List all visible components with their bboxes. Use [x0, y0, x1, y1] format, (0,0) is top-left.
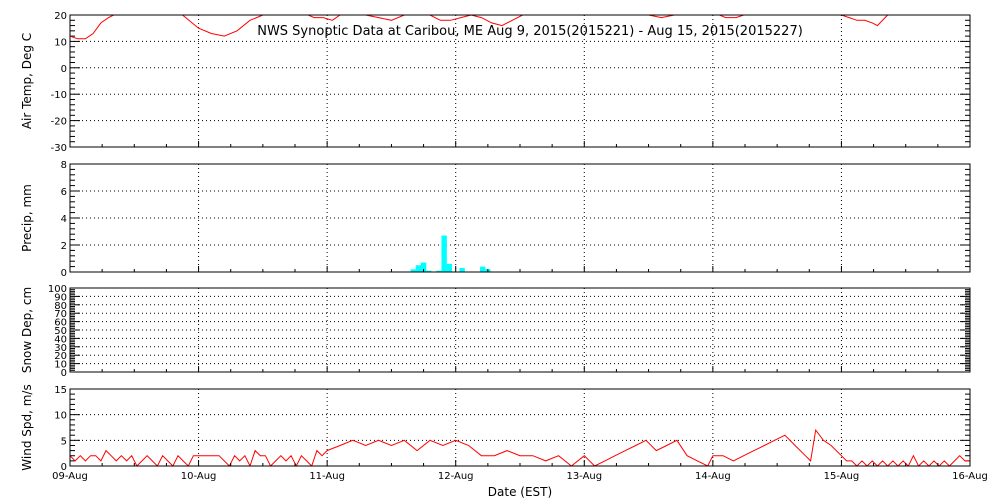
y-tick-label: -20 [51, 117, 67, 128]
precip-bar [410, 269, 416, 272]
series-line [70, 15, 889, 40]
x-tick-label: 16-Aug [952, 471, 988, 482]
panel-2: 0 2 4 6 8 Precip, mm [20, 160, 971, 279]
x-tick-label: 14-Aug [695, 471, 731, 482]
precip-bar [459, 267, 465, 272]
panel-data [410, 235, 491, 272]
y-tick-label: 2 [61, 241, 67, 252]
panel-frame [69, 388, 971, 467]
precip-bar [415, 265, 422, 272]
y-tick-label: 30 [54, 343, 67, 354]
y-tick-label: 0 [61, 462, 67, 473]
y-tick-label: 100 [48, 284, 67, 295]
precip-bar [441, 235, 447, 272]
y-tick-label: 8 [61, 160, 67, 171]
y-tick-label: 10 [54, 411, 67, 422]
y-axis-label: Wind Spd, m/s [20, 384, 34, 470]
x-axis-label: Date (EST) [488, 485, 552, 499]
panel-4: 0 5 10 15 Wind Spd, m/s [20, 384, 971, 473]
y-tick-label: 5 [61, 436, 67, 447]
panel-data [70, 428, 970, 466]
y-tick-label: 6 [61, 187, 67, 198]
y-axis-label: Air Temp, Deg C [20, 33, 34, 129]
y-tick-label: 50 [54, 326, 67, 337]
x-tick-label: 11-Aug [309, 471, 345, 482]
y-axis-label: Precip, mm [20, 184, 34, 252]
y-tick-label: 15 [54, 385, 67, 396]
x-tick-label: 10-Aug [181, 471, 217, 482]
panel-1: -30 -20 -10 0 10 20 Air Temp, Deg C [20, 11, 971, 154]
y-tick-label: 4 [61, 214, 67, 225]
y-tick-label: 70 [54, 309, 67, 320]
y-tick-label: 40 [54, 334, 67, 345]
precip-bar [420, 262, 427, 272]
y-tick-label: 0 [61, 268, 67, 279]
y-axis-label: Snow Dep, cm [20, 287, 34, 373]
y-tick-label: -10 [51, 90, 67, 101]
series-line [70, 428, 970, 466]
x-tick-label: 15-Aug [824, 471, 860, 482]
chart-title: NWS Synoptic Data at Caribou, ME Aug 9, … [257, 24, 803, 39]
y-tick-label: 10 [54, 37, 67, 48]
x-tick-label: 09-Aug [52, 471, 88, 482]
y-tick-label: 20 [54, 351, 67, 362]
y-tick-label: 60 [54, 318, 67, 329]
precip-bar [480, 266, 486, 272]
y-tick-label: -30 [51, 143, 67, 154]
precip-bar [436, 270, 442, 272]
x-tick-label: 13-Aug [566, 471, 602, 482]
precip-bar [446, 263, 452, 272]
y-tick-label: 0 [61, 368, 67, 379]
y-tick-label: 0 [61, 64, 67, 75]
x-axis: 09-Aug 10-Aug 11-Aug 12-Aug 13-Aug 14-Aug 15-A… [52, 141, 988, 482]
precip-bar [426, 270, 432, 272]
y-tick-label: 20 [54, 11, 67, 22]
x-tick-label: 12-Aug [438, 471, 474, 482]
y-tick-label: 90 [54, 292, 67, 303]
panel-data [70, 15, 889, 40]
y-tick-label: 10 [54, 360, 67, 371]
y-tick-label: 80 [54, 301, 67, 312]
